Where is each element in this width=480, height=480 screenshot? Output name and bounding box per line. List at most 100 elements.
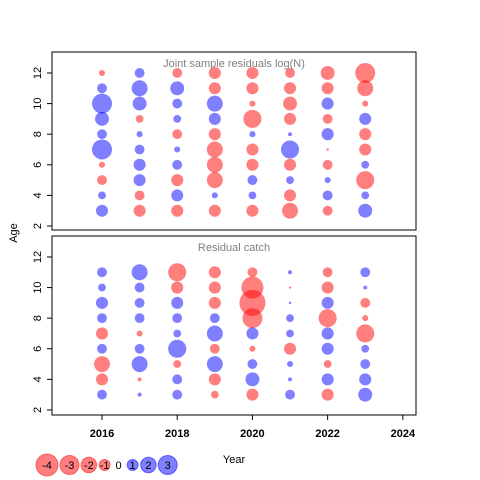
plot-frame — [51, 235, 417, 416]
bubble — [249, 345, 256, 352]
bubble — [322, 113, 333, 124]
x-tick-label: 2022 — [315, 428, 339, 440]
y-tick-label: 12 — [32, 251, 44, 263]
bubble — [321, 327, 334, 340]
bubble — [97, 267, 107, 278]
legend-bubble — [59, 454, 80, 476]
bubble — [134, 144, 145, 155]
bubble — [92, 93, 113, 114]
bubble — [173, 114, 182, 123]
bubble — [208, 204, 221, 217]
x-axis-label: Year — [223, 454, 246, 466]
bubble — [284, 342, 297, 355]
bubble — [247, 359, 258, 369]
bubble — [168, 339, 187, 358]
bubble — [288, 270, 293, 275]
bubble — [173, 329, 182, 338]
bubble — [286, 314, 294, 323]
y-tick-label: 2 — [32, 407, 44, 413]
legend-bubble — [157, 454, 178, 476]
bubble — [287, 361, 294, 368]
bubble — [97, 175, 107, 186]
bubble — [131, 80, 148, 97]
y-tick-label: 6 — [32, 346, 44, 352]
panel-title: Residual catch — [198, 242, 270, 254]
x-tick-label: 2020 — [240, 428, 264, 440]
bubble — [322, 190, 333, 201]
legend-bubble — [126, 459, 139, 471]
bubble — [246, 204, 259, 217]
bubble — [321, 82, 334, 95]
bubble — [97, 129, 107, 140]
bubble — [137, 377, 142, 382]
bubble — [206, 172, 223, 189]
legend-bubble — [98, 459, 111, 471]
bubble — [171, 296, 184, 309]
y-tick-label: 8 — [32, 315, 44, 321]
bubble — [322, 205, 333, 216]
legend-label: 2 — [145, 460, 151, 472]
bubble — [95, 296, 109, 309]
bubble — [206, 141, 223, 158]
bubble — [361, 191, 370, 200]
bubble — [170, 81, 185, 96]
bubble — [98, 191, 106, 200]
bubble — [95, 204, 109, 217]
bubble — [206, 356, 223, 373]
bubble — [135, 114, 144, 123]
bubble — [168, 263, 187, 282]
bubble — [246, 143, 259, 156]
bubble — [245, 372, 260, 387]
bubble — [321, 342, 334, 355]
bubble — [359, 373, 372, 386]
bubble — [362, 100, 369, 107]
bubble — [359, 112, 372, 125]
bubble — [172, 389, 183, 400]
bubble — [239, 289, 266, 316]
bubble — [285, 389, 295, 400]
bubble — [356, 171, 375, 190]
bubble — [246, 82, 259, 95]
bubble — [97, 389, 107, 400]
legend-label: -3 — [65, 460, 75, 472]
y-tick-label: 6 — [32, 162, 44, 168]
bubble — [361, 344, 370, 353]
bubble — [208, 66, 221, 79]
bubble — [321, 296, 334, 309]
bubble — [361, 160, 370, 169]
bubble — [134, 297, 145, 308]
bubble — [246, 66, 259, 79]
bubble — [171, 174, 184, 187]
bubble — [94, 356, 110, 373]
bubble — [356, 324, 375, 343]
y-tick-label: 4 — [32, 376, 44, 382]
bubble — [318, 309, 337, 328]
bubble — [249, 131, 256, 138]
legend-label: 0 — [116, 460, 122, 472]
bubble — [211, 192, 218, 199]
bubble — [208, 296, 221, 309]
y-tick-label: 12 — [32, 67, 44, 79]
bubble — [320, 66, 335, 80]
bubble — [321, 128, 334, 141]
bubble — [206, 156, 223, 173]
y-tick-label: 4 — [32, 192, 44, 198]
bubble — [171, 189, 184, 202]
bubble — [359, 128, 372, 141]
bubble — [172, 313, 183, 324]
bubble — [209, 343, 220, 354]
bubble — [359, 143, 372, 156]
bubble — [360, 359, 371, 369]
bubble — [246, 327, 259, 340]
bubble — [95, 373, 109, 386]
bubble — [285, 68, 295, 78]
bubble — [136, 330, 143, 337]
legend-label: -2 — [84, 460, 94, 472]
bubble — [358, 387, 373, 402]
bubble — [98, 161, 106, 168]
bubble — [173, 360, 182, 368]
bubble — [360, 267, 371, 278]
bubble — [283, 96, 297, 111]
bubble — [95, 327, 109, 340]
legend-bubble — [80, 456, 98, 474]
